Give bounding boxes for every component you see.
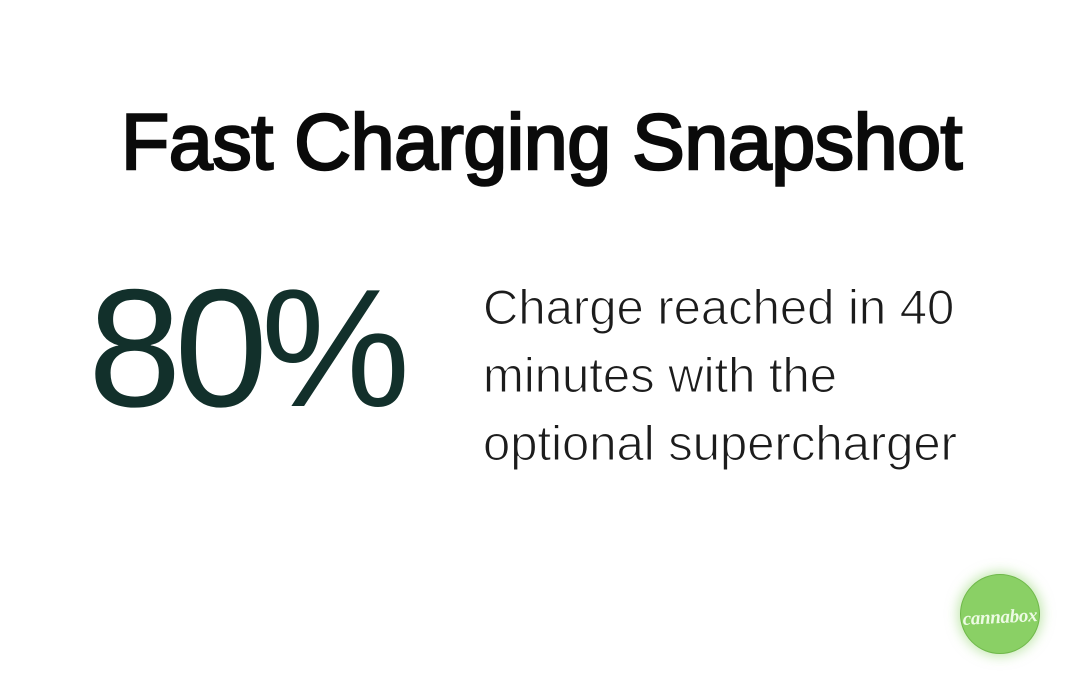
- svg-text:minutes with the: minutes with the: [483, 349, 837, 403]
- svg-text:optional supercharger: optional supercharger: [483, 417, 957, 471]
- svg-text:Charge reached in 40: Charge reached in 40: [483, 281, 954, 335]
